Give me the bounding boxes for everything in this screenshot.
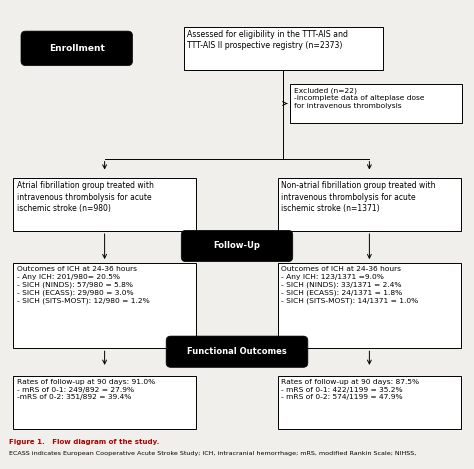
Bar (278, 376, 461, 429)
Text: Outcomes of ICH at 24-36 hours
- Any ICH: 201/980= 20.5%
- SICH (NINDS): 57/980 : Outcomes of ICH at 24-36 hours - Any ICH… (17, 266, 149, 304)
Bar (278, 263, 461, 348)
Text: Follow-Up: Follow-Up (214, 242, 260, 250)
Bar (13, 178, 196, 231)
Text: Atrial fibrillation group treated with
intravenous thrombolysis for acute
ischem: Atrial fibrillation group treated with i… (17, 182, 154, 212)
Text: Figure 1.   Flow diagram of the study.: Figure 1. Flow diagram of the study. (9, 439, 160, 445)
Text: ECASS indicates European Cooperative Acute Stroke Study; ICH, intracranial hemor: ECASS indicates European Cooperative Acu… (9, 451, 417, 455)
FancyBboxPatch shape (21, 31, 132, 66)
Text: Assessed for eligibility in the TTT-AIS and
TTT-AIS II prospective registry (n=2: Assessed for eligibility in the TTT-AIS … (187, 30, 348, 50)
Text: Non-atrial fibrillation group treated with
intravenous thrombolysis for acute
is: Non-atrial fibrillation group treated wi… (282, 182, 436, 212)
Bar (183, 27, 383, 70)
Bar (13, 376, 196, 429)
Text: Rates of follow-up at 90 days: 87.5%
- mRS of 0-1: 422/1199 = 35.2%
- mRS of 0-2: Rates of follow-up at 90 days: 87.5% - m… (282, 379, 419, 400)
Text: Functional Outcomes: Functional Outcomes (187, 347, 287, 356)
Bar (278, 178, 461, 231)
Bar (291, 84, 462, 123)
Text: Excluded (n=22)
-incomplete data of alteplase dose
for intravenous thrombolysis: Excluded (n=22) -incomplete data of alte… (294, 87, 425, 109)
FancyBboxPatch shape (166, 336, 308, 367)
Text: Outcomes of ICH at 24-36 hours
- Any ICH: 123/1371 =9.0%
- SICH (NINDS): 33/1371: Outcomes of ICH at 24-36 hours - Any ICH… (282, 266, 419, 304)
Text: Enrollment: Enrollment (49, 44, 105, 53)
Bar (13, 263, 196, 348)
FancyBboxPatch shape (181, 230, 293, 262)
Text: Rates of follow-up at 90 days: 91.0%
- mRS of 0-1: 249/892 = 27.9%
-mRS of 0-2: : Rates of follow-up at 90 days: 91.0% - m… (17, 379, 155, 400)
